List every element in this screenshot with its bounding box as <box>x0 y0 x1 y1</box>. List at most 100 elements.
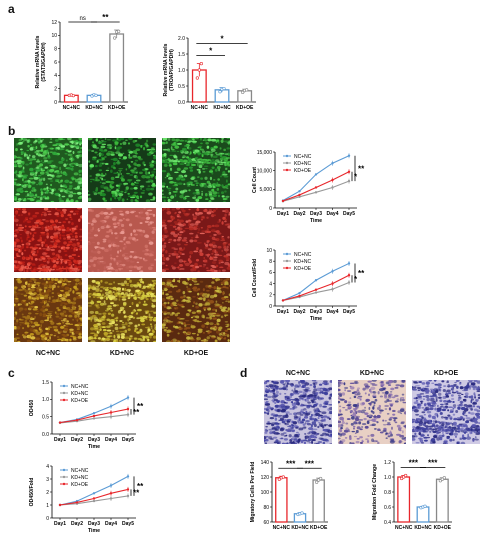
cell-dot <box>173 253 179 256</box>
cell-dot <box>79 149 82 153</box>
cell-dot <box>474 438 479 441</box>
cell-dot <box>74 324 81 326</box>
cell-dot <box>183 260 186 264</box>
cell-dot <box>14 215 16 217</box>
cell-dot <box>88 287 91 290</box>
chart-b1-legend-label-2: KD+OE <box>294 168 312 174</box>
cell-dot <box>50 183 53 187</box>
cell-dot <box>228 214 230 216</box>
cell-dot <box>192 215 198 219</box>
cell-dot <box>197 316 200 319</box>
cell-dot <box>162 262 165 265</box>
chart-c1-legend-marker-2 <box>62 398 66 402</box>
cell-dot <box>14 232 17 235</box>
chart-d2-ytick-label-4: 1.2 <box>384 460 391 466</box>
cell-dot <box>181 253 185 255</box>
cell-dot <box>150 325 153 328</box>
cell-dot <box>432 393 437 397</box>
cell-dot <box>64 283 67 286</box>
cell-dot <box>363 383 369 387</box>
cell-dot <box>142 168 146 172</box>
cell-dot <box>59 233 62 237</box>
cell-dot <box>400 412 403 415</box>
cell-dot <box>33 247 39 249</box>
cell-dot <box>214 324 217 326</box>
cell-dot <box>24 225 27 228</box>
cell-dot <box>227 300 230 303</box>
cell-dot <box>297 421 302 424</box>
cell-dot <box>89 178 95 181</box>
chart-d1-ytick-label-0: 60 <box>263 520 269 526</box>
cell-dot <box>119 306 125 310</box>
cell-dot <box>177 233 180 235</box>
cell-dot <box>42 265 46 268</box>
cell-dot <box>206 253 211 256</box>
cell-dot <box>302 411 306 414</box>
cell-dot <box>50 208 53 210</box>
cell-dot <box>284 419 288 421</box>
cell-dot <box>65 259 71 262</box>
cell-dot <box>190 338 196 341</box>
cell-dot <box>167 301 170 305</box>
cell-dot <box>370 434 374 437</box>
cell-dot <box>456 441 461 444</box>
cell-dot <box>277 409 280 413</box>
cell-dot <box>208 243 214 247</box>
cell-dot <box>215 314 221 317</box>
panel-letter-d: d <box>240 366 248 380</box>
cell-dot <box>300 394 304 396</box>
cell-dot <box>145 311 148 315</box>
cell-dot <box>15 184 21 187</box>
cell-dot <box>118 193 124 197</box>
cell-dot <box>52 169 55 171</box>
cell-dot <box>108 290 112 293</box>
cell-dot <box>201 168 206 170</box>
cell-dot <box>22 220 25 223</box>
cell-dot <box>387 434 391 437</box>
cell-dot <box>168 150 171 152</box>
cell-dot <box>150 288 155 290</box>
cell-dot <box>65 306 71 310</box>
cell-dot <box>189 223 195 227</box>
cell-dot <box>23 153 29 157</box>
cell-dot <box>179 195 184 199</box>
cell-dot <box>166 172 170 176</box>
cell-dot <box>45 265 51 269</box>
cell-dot <box>315 433 318 437</box>
cell-dot <box>68 242 73 244</box>
cell-dot <box>57 297 60 301</box>
cell-dot <box>34 221 40 224</box>
cell-dot <box>68 256 75 260</box>
cell-dot <box>69 269 73 272</box>
cell-dot <box>221 250 224 252</box>
cell-dot <box>295 426 299 429</box>
cell-dot <box>475 431 480 435</box>
cell-dot <box>110 151 115 155</box>
cell-dot <box>134 324 138 328</box>
cell-dot <box>302 391 306 395</box>
cell-dot <box>72 338 77 341</box>
cell-dot <box>115 330 119 333</box>
cell-dot <box>64 167 70 169</box>
cell-dot <box>46 247 51 251</box>
cell-dot <box>61 195 66 198</box>
cell-dot <box>64 286 70 291</box>
cell-dot <box>36 282 41 284</box>
cell-dot <box>63 328 69 332</box>
cell-dot <box>169 181 174 184</box>
cell-dot <box>77 335 82 339</box>
cell-dot <box>96 300 102 303</box>
cell-dot <box>418 421 424 424</box>
cell-dot <box>40 292 46 295</box>
cell-dot <box>323 380 328 383</box>
cell-dot <box>150 295 153 298</box>
cell-dot <box>17 197 22 201</box>
cell-dot <box>356 396 362 400</box>
cell-dot <box>145 176 151 179</box>
cell-dot <box>353 381 359 384</box>
cell-dot <box>111 295 116 299</box>
micrograph-transwell-nc-nc <box>264 380 332 444</box>
cell-dot <box>213 233 217 236</box>
cell-dot <box>47 326 52 329</box>
cell-dot <box>211 241 216 245</box>
